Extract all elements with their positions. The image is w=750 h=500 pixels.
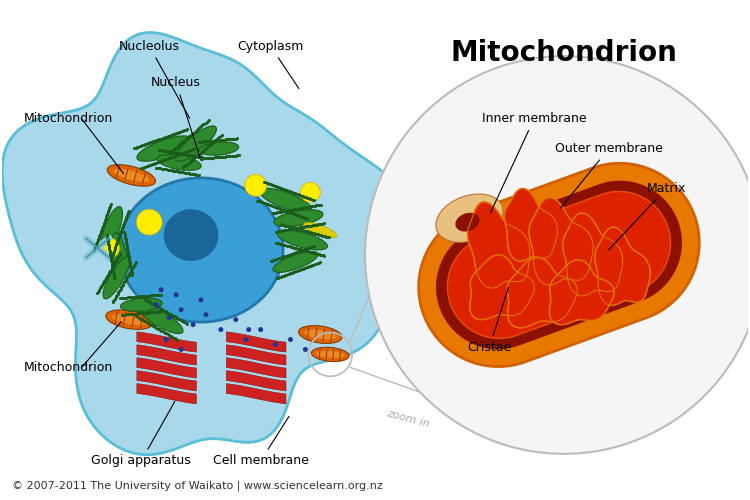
Ellipse shape (106, 310, 153, 330)
Circle shape (301, 182, 320, 203)
Ellipse shape (121, 298, 162, 312)
Ellipse shape (436, 194, 503, 242)
Circle shape (173, 292, 178, 297)
Circle shape (365, 56, 750, 454)
Polygon shape (507, 258, 578, 328)
Text: Matrix: Matrix (608, 182, 686, 250)
Polygon shape (419, 164, 699, 366)
Ellipse shape (316, 350, 344, 358)
Ellipse shape (112, 233, 128, 277)
Polygon shape (550, 260, 614, 324)
Ellipse shape (140, 306, 183, 334)
Ellipse shape (274, 210, 323, 226)
Text: Mitochondrion: Mitochondrion (24, 361, 113, 374)
Text: Outer membrane: Outer membrane (555, 142, 663, 208)
Polygon shape (562, 213, 622, 296)
Circle shape (190, 322, 196, 327)
Text: Nucleolus: Nucleolus (118, 40, 190, 118)
Ellipse shape (112, 314, 147, 325)
Ellipse shape (119, 178, 283, 322)
Polygon shape (470, 255, 535, 320)
Circle shape (273, 342, 278, 347)
Ellipse shape (311, 348, 349, 362)
Polygon shape (2, 32, 413, 455)
Circle shape (303, 347, 307, 352)
Ellipse shape (164, 209, 218, 261)
Text: zoom in: zoom in (386, 408, 430, 430)
Circle shape (136, 209, 162, 235)
Circle shape (166, 315, 172, 320)
Text: Cytoplasm: Cytoplasm (238, 40, 304, 88)
Ellipse shape (278, 230, 328, 250)
Text: Inner membrane: Inner membrane (482, 112, 586, 212)
Circle shape (100, 238, 119, 258)
Ellipse shape (113, 169, 149, 182)
Ellipse shape (157, 154, 201, 170)
Circle shape (233, 317, 238, 322)
Polygon shape (467, 202, 530, 288)
Circle shape (243, 337, 248, 342)
Ellipse shape (298, 326, 342, 344)
Circle shape (288, 337, 293, 342)
Circle shape (154, 302, 159, 307)
Text: Cristae: Cristae (467, 288, 512, 354)
Ellipse shape (273, 252, 318, 272)
Circle shape (246, 327, 251, 332)
Polygon shape (595, 227, 650, 306)
Ellipse shape (176, 126, 217, 162)
Circle shape (199, 297, 203, 302)
Text: Mitochondrion: Mitochondrion (451, 39, 677, 67)
Polygon shape (436, 180, 682, 349)
Ellipse shape (199, 142, 238, 155)
Polygon shape (448, 192, 670, 338)
Circle shape (159, 288, 164, 292)
Ellipse shape (137, 136, 191, 161)
Circle shape (244, 174, 266, 197)
Ellipse shape (304, 330, 337, 340)
Circle shape (178, 307, 184, 312)
Text: Mitochondrion: Mitochondrion (24, 112, 113, 125)
Circle shape (258, 327, 263, 332)
Ellipse shape (100, 206, 122, 254)
Polygon shape (505, 188, 557, 261)
Circle shape (203, 312, 208, 317)
Ellipse shape (304, 222, 337, 238)
Text: Golgi apparatus: Golgi apparatus (92, 402, 191, 468)
Ellipse shape (455, 212, 479, 232)
Ellipse shape (103, 257, 130, 299)
Circle shape (178, 347, 184, 352)
Circle shape (164, 337, 169, 342)
Polygon shape (529, 198, 593, 285)
Circle shape (218, 327, 223, 332)
Ellipse shape (107, 164, 155, 186)
Text: Cell membrane: Cell membrane (213, 416, 308, 468)
Text: © 2007-2011 The University of Waikato | www.sciencelearn.org.nz: © 2007-2011 The University of Waikato | … (12, 480, 382, 490)
Ellipse shape (260, 188, 311, 212)
Text: Nucleus: Nucleus (152, 76, 201, 158)
